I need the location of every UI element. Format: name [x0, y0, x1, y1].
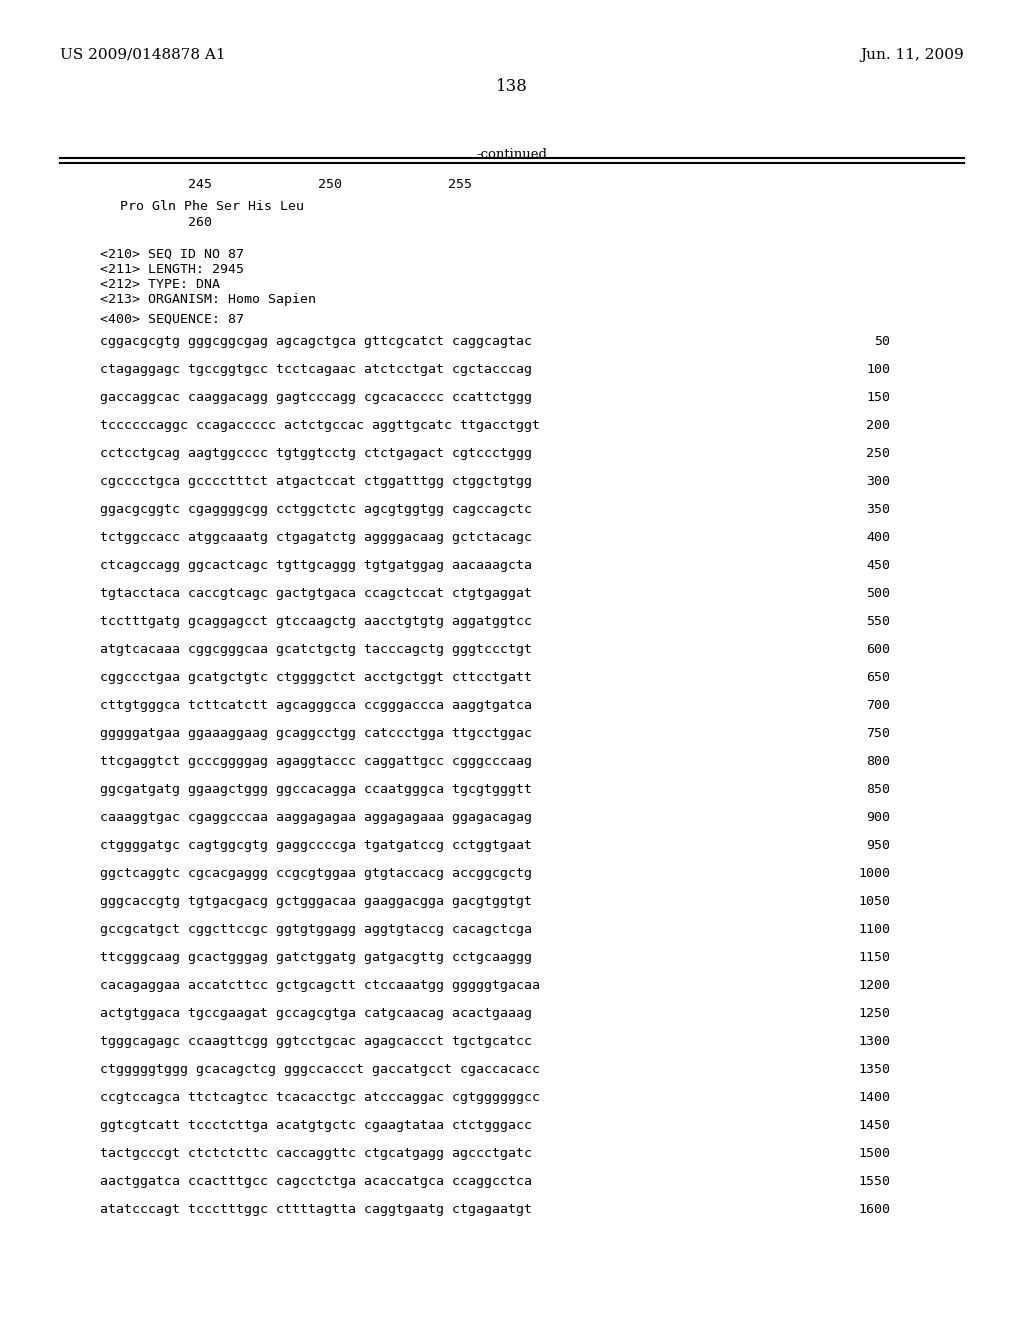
Text: ttcgggcaag gcactgggag gatctggatg gatgacgttg cctgcaaggg: ttcgggcaag gcactgggag gatctggatg gatgacg… — [100, 950, 532, 964]
Text: 250: 250 — [866, 447, 890, 459]
Text: <400> SEQUENCE: 87: <400> SEQUENCE: 87 — [100, 313, 244, 326]
Text: 1200: 1200 — [858, 979, 890, 993]
Text: tgtacctaca caccgtcagc gactgtgaca ccagctccat ctgtgaggat: tgtacctaca caccgtcagc gactgtgaca ccagctc… — [100, 587, 532, 601]
Text: 500: 500 — [866, 587, 890, 601]
Text: cctcctgcag aagtggcccc tgtggtcctg ctctgagact cgtccctggg: cctcctgcag aagtggcccc tgtggtcctg ctctgag… — [100, 447, 532, 459]
Text: 800: 800 — [866, 755, 890, 768]
Text: tcctttgatg gcaggagcct gtccaagctg aacctgtgtg aggatggtcc: tcctttgatg gcaggagcct gtccaagctg aacctgt… — [100, 615, 532, 628]
Text: 1300: 1300 — [858, 1035, 890, 1048]
Text: cttgtgggca tcttcatctt agcagggcca ccgggaccca aaggtgatca: cttgtgggca tcttcatctt agcagggcca ccgggac… — [100, 700, 532, 711]
Text: 1100: 1100 — [858, 923, 890, 936]
Text: 200: 200 — [866, 418, 890, 432]
Text: 1450: 1450 — [858, 1119, 890, 1133]
Text: atatcccagt tccctttggc cttttagtta caggtgaatg ctgagaatgt: atatcccagt tccctttggc cttttagtta caggtga… — [100, 1203, 532, 1216]
Text: gggggatgaa ggaaaggaag gcaggcctgg catccctgga ttgcctggac: gggggatgaa ggaaaggaag gcaggcctgg catccct… — [100, 727, 532, 741]
Text: <212> TYPE: DNA: <212> TYPE: DNA — [100, 279, 220, 290]
Text: aactggatca ccactttgcc cagcctctga acaccatgca ccaggcctca: aactggatca ccactttgcc cagcctctga acaccat… — [100, 1175, 532, 1188]
Text: 750: 750 — [866, 727, 890, 741]
Text: <213> ORGANISM: Homo Sapien: <213> ORGANISM: Homo Sapien — [100, 293, 316, 306]
Text: ggctcaggtc cgcacgaggg ccgcgtggaa gtgtaccacg accggcgctg: ggctcaggtc cgcacgaggg ccgcgtggaa gtgtacc… — [100, 867, 532, 880]
Text: ggcgatgatg ggaagctggg ggccacagga ccaatgggca tgcgtgggtt: ggcgatgatg ggaagctggg ggccacagga ccaatgg… — [100, 783, 532, 796]
Text: 1500: 1500 — [858, 1147, 890, 1160]
Text: ctgggggtggg gcacagctcg gggccaccct gaccatgcct cgaccacacc: ctgggggtggg gcacagctcg gggccaccct gaccat… — [100, 1063, 540, 1076]
Text: ggacgcggtc cgaggggcgg cctggctctc agcgtggtgg cagccagctc: ggacgcggtc cgaggggcgg cctggctctc agcgtgg… — [100, 503, 532, 516]
Text: 1350: 1350 — [858, 1063, 890, 1076]
Text: 250: 250 — [318, 178, 342, 191]
Text: ccgtccagca ttctcagtcc tcacacctgc atcccaggac cgtggggggcc: ccgtccagca ttctcagtcc tcacacctgc atcccag… — [100, 1092, 540, 1104]
Text: 600: 600 — [866, 643, 890, 656]
Text: 255: 255 — [449, 178, 472, 191]
Text: 1400: 1400 — [858, 1092, 890, 1104]
Text: ttcgaggtct gcccggggag agaggtaccc caggattgcc cgggcccaag: ttcgaggtct gcccggggag agaggtaccc caggatt… — [100, 755, 532, 768]
Text: 400: 400 — [866, 531, 890, 544]
Text: <211> LENGTH: 2945: <211> LENGTH: 2945 — [100, 263, 244, 276]
Text: 450: 450 — [866, 558, 890, 572]
Text: 100: 100 — [866, 363, 890, 376]
Text: Pro Gln Phe Ser His Leu: Pro Gln Phe Ser His Leu — [120, 201, 304, 213]
Text: ggtcgtcatt tccctcttga acatgtgctc cgaagtataa ctctgggacc: ggtcgtcatt tccctcttga acatgtgctc cgaagta… — [100, 1119, 532, 1133]
Text: atgtcacaaa cggcgggcaa gcatctgctg tacccagctg gggtccctgt: atgtcacaaa cggcgggcaa gcatctgctg tacccag… — [100, 643, 532, 656]
Text: caaaggtgac cgaggcccaa aaggagagaa aggagagaaa ggagacagag: caaaggtgac cgaggcccaa aaggagagaa aggagag… — [100, 810, 532, 824]
Text: 245: 245 — [188, 178, 212, 191]
Text: actgtggaca tgccgaagat gccagcgtga catgcaacag acactgaaag: actgtggaca tgccgaagat gccagcgtga catgcaa… — [100, 1007, 532, 1020]
Text: 1050: 1050 — [858, 895, 890, 908]
Text: 700: 700 — [866, 700, 890, 711]
Text: gggcaccgtg tgtgacgacg gctgggacaa gaaggacgga gacgtggtgt: gggcaccgtg tgtgacgacg gctgggacaa gaaggac… — [100, 895, 532, 908]
Text: US 2009/0148878 A1: US 2009/0148878 A1 — [60, 48, 225, 62]
Text: 900: 900 — [866, 810, 890, 824]
Text: 138: 138 — [496, 78, 528, 95]
Text: 1550: 1550 — [858, 1175, 890, 1188]
Text: 550: 550 — [866, 615, 890, 628]
Text: 350: 350 — [866, 503, 890, 516]
Text: 950: 950 — [866, 840, 890, 851]
Text: 300: 300 — [866, 475, 890, 488]
Text: cggccctgaa gcatgctgtc ctggggctct acctgctggt cttcctgatt: cggccctgaa gcatgctgtc ctggggctct acctgct… — [100, 671, 532, 684]
Text: tctggccacc atggcaaatg ctgagatctg aggggacaag gctctacagc: tctggccacc atggcaaatg ctgagatctg aggggac… — [100, 531, 532, 544]
Text: 150: 150 — [866, 391, 890, 404]
Text: -continued: -continued — [476, 148, 548, 161]
Text: 650: 650 — [866, 671, 890, 684]
Text: ctcagccagg ggcactcagc tgttgcaggg tgtgatggag aacaaagcta: ctcagccagg ggcactcagc tgttgcaggg tgtgatg… — [100, 558, 532, 572]
Text: tgggcagagc ccaagttcgg ggtcctgcac agagcaccct tgctgcatcc: tgggcagagc ccaagttcgg ggtcctgcac agagcac… — [100, 1035, 532, 1048]
Text: gaccaggcac caaggacagg gagtcccagg cgcacacccc ccattctggg: gaccaggcac caaggacagg gagtcccagg cgcacac… — [100, 391, 532, 404]
Text: 50: 50 — [874, 335, 890, 348]
Text: tccccccaggc ccagaccccc actctgccac aggttgcatc ttgacctggt: tccccccaggc ccagaccccc actctgccac aggttg… — [100, 418, 540, 432]
Text: 1150: 1150 — [858, 950, 890, 964]
Text: cacagaggaa accatcttcc gctgcagctt ctccaaatgg gggggtgacaa: cacagaggaa accatcttcc gctgcagctt ctccaaa… — [100, 979, 540, 993]
Text: cggacgcgtg gggcggcgag agcagctgca gttcgcatct caggcagtac: cggacgcgtg gggcggcgag agcagctgca gttcgca… — [100, 335, 532, 348]
Text: 1000: 1000 — [858, 867, 890, 880]
Text: gccgcatgct cggcttccgc ggtgtggagg aggtgtaccg cacagctcga: gccgcatgct cggcttccgc ggtgtggagg aggtgta… — [100, 923, 532, 936]
Text: tactgcccgt ctctctcttc caccaggttc ctgcatgagg agccctgatc: tactgcccgt ctctctcttc caccaggttc ctgcatg… — [100, 1147, 532, 1160]
Text: <210> SEQ ID NO 87: <210> SEQ ID NO 87 — [100, 248, 244, 261]
Text: 1250: 1250 — [858, 1007, 890, 1020]
Text: ctagaggagc tgccggtgcc tcctcagaac atctcctgat cgctacccag: ctagaggagc tgccggtgcc tcctcagaac atctcct… — [100, 363, 532, 376]
Text: ctggggatgc cagtggcgtg gaggccccga tgatgatccg cctggtgaat: ctggggatgc cagtggcgtg gaggccccga tgatgat… — [100, 840, 532, 851]
Text: 1600: 1600 — [858, 1203, 890, 1216]
Text: 260: 260 — [188, 216, 212, 228]
Text: cgcccctgca gcccctttct atgactccat ctggatttgg ctggctgtgg: cgcccctgca gcccctttct atgactccat ctggatt… — [100, 475, 532, 488]
Text: 850: 850 — [866, 783, 890, 796]
Text: Jun. 11, 2009: Jun. 11, 2009 — [860, 48, 964, 62]
